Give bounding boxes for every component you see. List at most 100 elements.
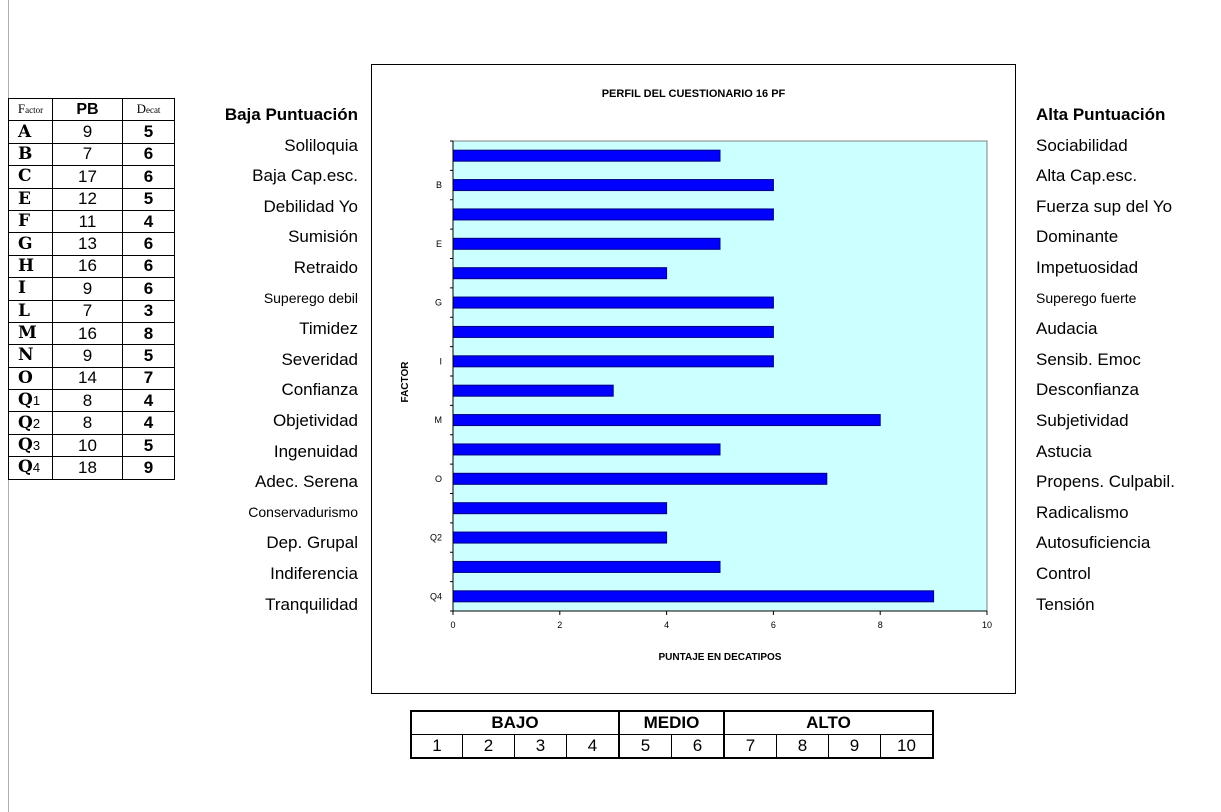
scale-number-cell: 7 [723,734,777,759]
factor-cell: I [8,277,53,301]
factor-cell: A [8,120,53,144]
y-tick-label: B [436,180,442,190]
x-tick-label: 0 [450,620,455,630]
decat-cell: 4 [122,389,175,413]
factor-cell: C [8,165,53,189]
bar-o [452,472,828,485]
low-score-label: Tranquilidad [265,594,358,614]
pb-cell: 8 [52,389,123,413]
y-tick-label: Q2 [430,533,442,543]
decat-cell: 5 [122,433,175,458]
scale-category-alto: ALTO [723,710,934,735]
high-score-label: Radicalismo [1036,502,1129,522]
factor-cell: F [8,209,53,234]
high-score-label: Fuerza sup del Yo [1036,196,1173,216]
table-row: Q3 10 5 [8,433,175,458]
table-header-row: Factor PB Decat [8,97,175,122]
x-tick-label: 2 [557,620,562,630]
high-score-label: Desconfianza [1036,380,1140,400]
table-row: Q4 18 9 [8,456,175,480]
bar-g [452,296,774,309]
high-score-label: Control [1036,563,1091,583]
scale-number-cell: 10 [880,734,934,759]
factor-cell: L [8,299,53,323]
bar-n [452,443,721,456]
pb-cell: 16 [52,321,123,346]
bar-q4 [452,590,935,603]
bar-e [452,237,721,250]
factor-cell: Q4 [8,456,53,480]
decat-cell: 9 [122,456,175,480]
factor-cell: M [8,321,53,346]
high-score-label: Audacia [1036,319,1098,339]
pb-cell: 10 [52,433,123,458]
scale-number-cell: 5 [618,734,672,759]
pb-cell: 11 [52,209,123,234]
high-score-label: Sociabilidad [1036,135,1128,155]
pb-cell: 18 [52,456,123,480]
table-row: O 14 7 [8,366,175,391]
bar-q3 [452,560,721,573]
x-tick-label: 4 [664,620,669,630]
table-row: C 17 6 [8,165,175,189]
scale-number-cell: 2 [462,734,515,759]
low-score-label: Conservadurismo [248,503,358,520]
factor-cell: G [8,232,53,256]
factor-cell: Q2 [8,411,53,435]
pb-cell: 16 [52,254,123,279]
decat-cell: 4 [122,209,175,234]
low-score-label: Indiferencia [270,563,358,583]
bar-f [452,267,668,280]
chart-title: PERFIL DEL CUESTIONARIO 16 PF [601,88,786,100]
high-score-label: Dominante [1036,227,1119,247]
decat-cell: 6 [122,254,175,279]
low-score-heading: Baja Puntuación [224,105,358,124]
y-tick-label: I [439,356,442,366]
bar-q1 [452,502,668,515]
low-score-label: Debilidad Yo [263,196,358,216]
table-row: Q1 8 4 [8,389,175,413]
header-decat: Decat [122,97,175,122]
scale-number-row: 1 2 3 4 5 6 7 8 9 10 [410,734,934,759]
low-score-label: Adec. Serena [254,472,358,492]
high-score-label: Sensib. Emoc [1036,349,1141,369]
table-row: M 16 8 [8,321,175,346]
decat-cell: 5 [122,187,175,211]
factor-cell: Q3 [8,433,53,458]
high-score-label: Tensión [1036,594,1095,614]
scale-number-cell: 4 [566,734,620,759]
factor-cell: B [8,142,53,167]
factor-cell: H [8,254,53,279]
header-factor: Factor [8,97,53,122]
table-row: F 11 4 [8,209,175,234]
high-score-label: Astucia [1036,441,1092,461]
scale-category-row: BAJO MEDIO ALTO [410,710,934,735]
scale-number-cell: 3 [514,734,567,759]
high-score-label: Alta Cap.esc. [1036,166,1138,186]
bar-m [452,414,881,427]
x-tick-label: 10 [982,620,992,630]
scale-number-cell: 9 [828,734,881,759]
pb-cell: 9 [52,277,123,301]
pb-cell: 13 [52,232,123,256]
pb-cell: 14 [52,366,123,391]
low-score-label: Soliloquia [284,135,358,155]
pb-cell: 9 [52,344,123,368]
scale-category-medio: MEDIO [618,710,725,735]
y-axis-title: FACTOR [400,361,411,403]
y-tick-label: M [435,415,443,425]
scale-table: BAJO MEDIO ALTO 1 2 3 4 5 6 7 8 9 10 [410,710,934,759]
bar-b [452,179,774,192]
pb-cell: 8 [52,411,123,435]
table-row: G 13 6 [8,232,175,256]
low-score-label: Timidez [299,319,358,339]
bar-l [452,384,614,397]
low-score-label: Superego debil [263,289,358,306]
factor-cell: O [8,366,53,391]
decat-cell: 6 [122,232,175,256]
y-tick-label: E [436,239,442,249]
